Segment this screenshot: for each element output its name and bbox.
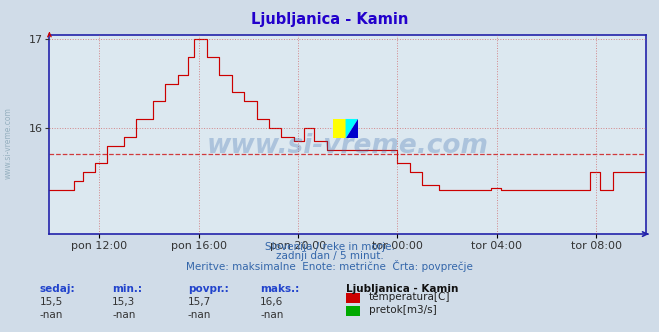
Polygon shape: [345, 119, 358, 138]
Text: sedaj:: sedaj:: [40, 284, 75, 294]
Text: 15,7: 15,7: [188, 297, 211, 307]
Text: 16,6: 16,6: [260, 297, 283, 307]
Text: -nan: -nan: [260, 310, 283, 320]
Text: maks.:: maks.:: [260, 284, 300, 294]
Bar: [333, 119, 345, 138]
Text: min.:: min.:: [112, 284, 142, 294]
Text: www.si-vreme.com: www.si-vreme.com: [207, 133, 488, 159]
Text: zadnji dan / 5 minut.: zadnji dan / 5 minut.: [275, 251, 384, 261]
Text: temperatura[C]: temperatura[C]: [369, 292, 451, 302]
Text: -nan: -nan: [40, 310, 63, 320]
Text: 15,3: 15,3: [112, 297, 135, 307]
Text: Ljubljanica - Kamin: Ljubljanica - Kamin: [251, 12, 408, 27]
Text: -nan: -nan: [188, 310, 211, 320]
Text: pretok[m3/s]: pretok[m3/s]: [369, 305, 437, 315]
Text: Ljubljanica - Kamin: Ljubljanica - Kamin: [346, 284, 459, 294]
Text: povpr.:: povpr.:: [188, 284, 229, 294]
Text: Meritve: maksimalne  Enote: metrične  Črta: povprečje: Meritve: maksimalne Enote: metrične Črta…: [186, 260, 473, 272]
Text: www.si-vreme.com: www.si-vreme.com: [4, 107, 13, 179]
Polygon shape: [345, 119, 358, 138]
Text: -nan: -nan: [112, 310, 135, 320]
Text: 15,5: 15,5: [40, 297, 63, 307]
Text: Slovenija / reke in morje.: Slovenija / reke in morje.: [264, 242, 395, 252]
